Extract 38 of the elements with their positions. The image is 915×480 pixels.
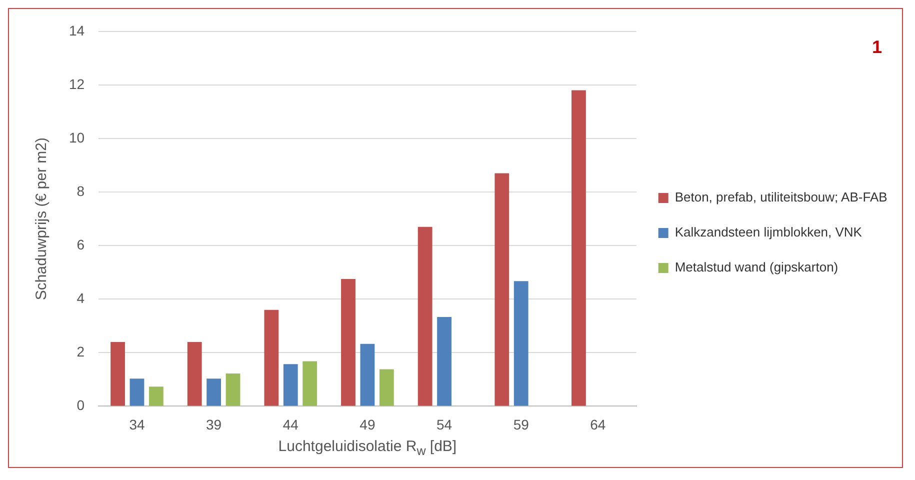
y-axis-title: Schaduwprijs (€ per m2) [33,138,50,300]
bar [418,226,432,406]
y-tick-label: 6 [76,236,85,252]
y-tick-label: 4 [76,290,85,306]
bar [514,281,528,406]
bar [494,173,510,406]
legend-label: Kalkzandsteen lijmblokken, VNK [674,224,862,240]
y-tick-label: 0 [76,397,85,414]
bar [283,364,298,406]
bar [302,361,318,406]
x-tick-label: 49 [360,416,376,432]
legend-label: Beton, prefab, utiliteitsbouw; AB-FAB [674,190,888,205]
y-tick-label: 14 [68,22,85,38]
bar [264,310,279,406]
x-tick-label: 54 [436,416,452,432]
bar [110,342,125,406]
bar [206,378,222,406]
y-tick-label: 10 [68,129,85,146]
x-tick-label: 39 [206,416,222,432]
x-tick-label: 64 [590,416,606,432]
bar [360,344,375,406]
legend-label: Metalstud wand (gipskarton) [674,260,838,275]
bar [572,90,586,406]
bar [187,342,202,406]
bar [341,279,356,406]
bar [379,369,394,406]
y-tick-label: 12 [68,76,85,92]
x-tick-label: 34 [129,416,145,432]
text: 1 [872,36,882,57]
bar [437,317,452,406]
x-tick-label: 44 [282,416,299,432]
bar [130,378,144,406]
x-axis-title: Luchtgeluidisolatie R$_{w}$ [dB] [278,438,457,458]
y-tick-label: 8 [76,182,85,199]
y-tick-label: 2 [76,344,85,360]
x-tick-label: 59 [513,416,530,432]
bar [226,374,240,406]
bar [148,386,164,406]
